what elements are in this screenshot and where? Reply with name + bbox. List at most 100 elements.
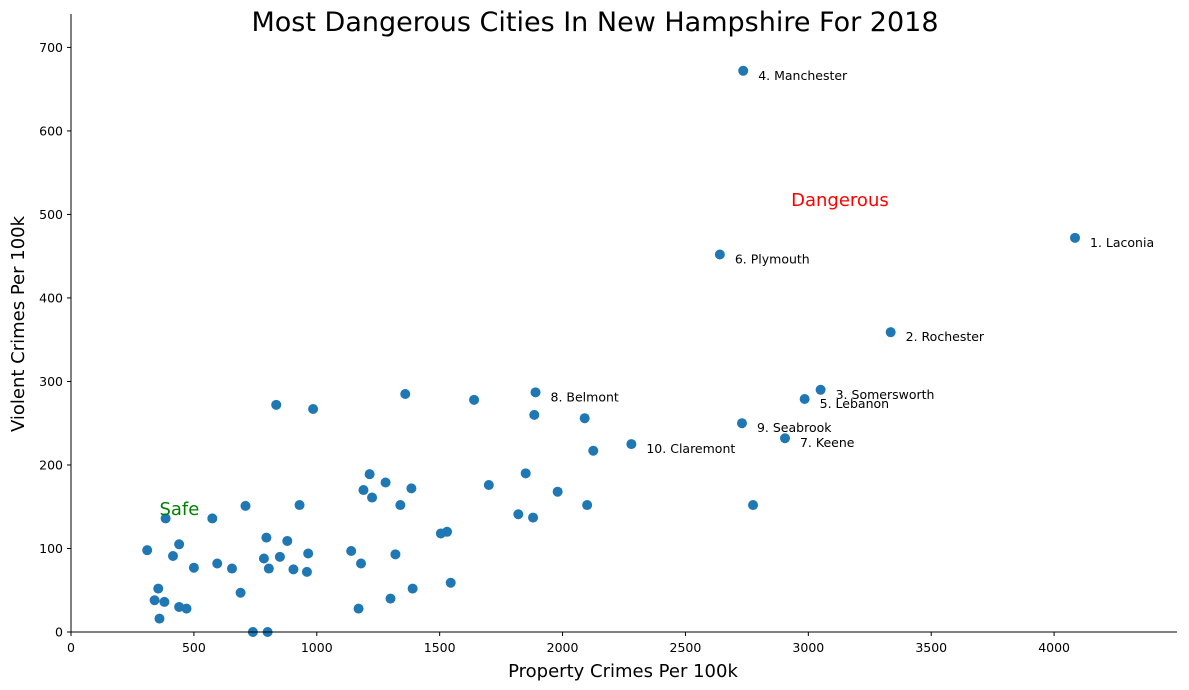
data-point [167,551,178,562]
x-axis: 0 500 1000 1500 2000 2500 3000 3500 4000 [67,631,1177,655]
data-point [390,549,401,560]
data-point [364,469,375,480]
data-point [528,512,539,523]
chart-title: Most Dangerous Cities In New Hampshire F… [251,7,938,38]
zone-label: Safe [159,499,199,520]
data-point [626,439,637,450]
data-point [483,480,494,491]
data-point [358,485,369,496]
x-tick-label: 1500 [424,640,456,655]
y-axis: 0 100 200 300 400 500 600 700 [39,14,72,640]
data-point [400,388,411,399]
y-tick-label: 400 [39,290,63,305]
data-point [582,500,593,511]
data-point [258,553,269,564]
data-point [282,535,293,546]
data-point [142,545,153,556]
data-point [736,418,747,429]
y-tick-label: 500 [39,207,63,222]
data-point [149,595,160,606]
data-point [159,596,170,607]
data-point [271,399,282,410]
data-point [738,65,749,76]
point-label: 6. Plymouth [735,252,810,267]
data-point [406,483,417,494]
point-label: 1. Laconia [1090,235,1154,250]
data-point [469,394,480,405]
data-point [188,562,199,573]
x-tick-label: 2500 [670,640,702,655]
y-tick-label: 600 [39,123,63,138]
y-tick-label: 200 [39,457,63,472]
point-labels: 1. Laconia 2. Rochester 3. Somersworth 4. M… [551,68,1155,456]
data-point [530,387,541,398]
data-point [552,486,563,497]
x-tick-label: 4000 [1038,640,1070,655]
data-point [240,500,251,511]
data-point [815,384,826,395]
data-point [153,583,164,594]
point-label: 3. Somersworth [836,387,935,402]
data-point [263,563,274,574]
x-tick-label: 3500 [915,640,947,655]
data-point [308,404,319,415]
x-tick-label: 1000 [301,640,333,655]
data-point [294,500,305,511]
x-tick-label: 500 [182,640,206,655]
y-tick-label: 300 [39,374,63,389]
point-label: 2. Rochester [906,329,985,344]
data-point [1070,232,1081,243]
data-point [181,603,192,614]
data-point [529,409,540,420]
x-tick-label: 3000 [792,640,824,655]
point-label: 7. Keene [800,435,855,450]
y-tick-label: 0 [55,625,63,640]
y-axis-title: Violent Crimes Per 100k [8,215,29,432]
data-point [303,548,314,559]
y-tick-label: 700 [39,40,63,55]
data-point [353,603,364,614]
data-point [513,509,524,520]
point-label: 9. Seabrook [757,420,832,435]
x-axis-title: Property Crimes Per 100k [508,661,738,682]
data-point [748,500,759,511]
y-tick-label: 100 [39,541,63,556]
data-point [212,558,223,569]
point-label: 8. Belmont [551,389,619,404]
zone-label: Dangerous [791,190,889,211]
data-point [356,558,367,569]
data-point [385,593,396,604]
data-point [274,551,285,562]
data-point [261,532,272,543]
data-point [435,528,446,539]
data-point [407,583,418,594]
data-points [142,65,1081,637]
x-tick-label: 2000 [547,640,579,655]
data-point [885,327,896,338]
point-label: 5. Lebanon [820,396,889,411]
point-label: 10. Claremont [646,441,735,456]
data-point [367,492,378,503]
data-point [154,613,165,624]
data-point [174,539,185,550]
data-point [380,477,391,488]
data-point [779,433,790,444]
data-point [301,566,312,577]
data-point [588,445,599,456]
data-point [799,393,810,404]
point-label: 4. Manchester [758,68,848,83]
data-point [288,564,299,575]
data-point [520,468,531,479]
data-point [226,563,237,574]
zone-labels: Dangerous Safe [159,190,888,520]
data-point [714,249,725,260]
data-point [579,413,590,424]
data-point [207,513,218,524]
data-point [395,500,406,511]
data-point [160,513,171,524]
data-point [445,577,456,588]
data-point [235,587,246,598]
x-tick-label: 0 [67,640,75,655]
data-point [346,545,357,556]
